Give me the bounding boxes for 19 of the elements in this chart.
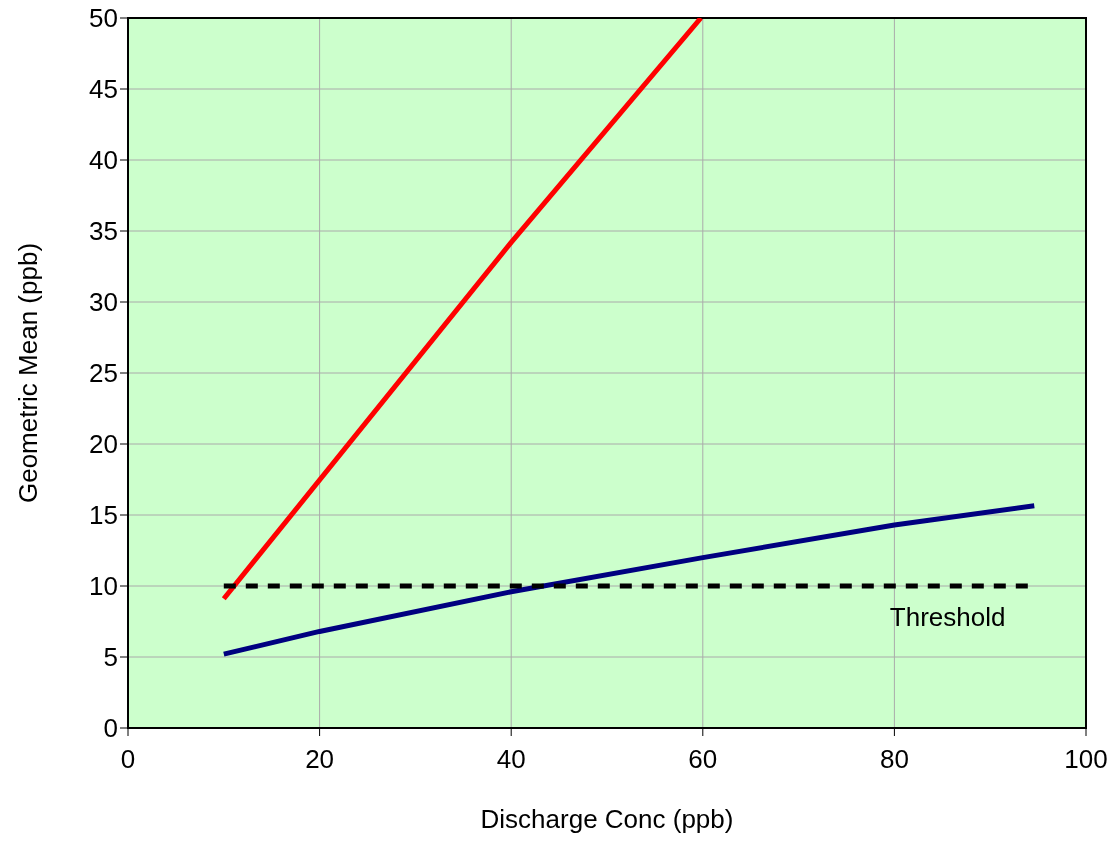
y-tick-label: 45 bbox=[89, 74, 118, 105]
x-tick-label: 60 bbox=[688, 744, 718, 775]
x-tick-label: 40 bbox=[496, 744, 526, 775]
y-tick-label: 15 bbox=[89, 500, 118, 531]
x-axis-title: Discharge Conc (ppb) bbox=[480, 804, 734, 834]
x-tick-label: 80 bbox=[879, 744, 909, 775]
y-tick-label: 50 bbox=[89, 3, 118, 34]
y-tick-label: 0 bbox=[103, 713, 118, 744]
y-tick-label: 35 bbox=[89, 216, 118, 247]
x-tick-label: 100 bbox=[1064, 744, 1108, 775]
y-tick-label: 40 bbox=[89, 145, 118, 176]
y-tick-label: 10 bbox=[89, 571, 118, 602]
y-tick-label: 30 bbox=[89, 287, 118, 318]
x-tick-label: 20 bbox=[305, 744, 335, 775]
series-label: Threshold bbox=[889, 602, 1006, 632]
y-tick-label: 5 bbox=[103, 642, 118, 673]
y-tick-label: 25 bbox=[89, 358, 118, 389]
y-tick-label: 20 bbox=[89, 429, 118, 460]
y-axis-title: Geometric Mean (ppb) bbox=[13, 242, 44, 504]
